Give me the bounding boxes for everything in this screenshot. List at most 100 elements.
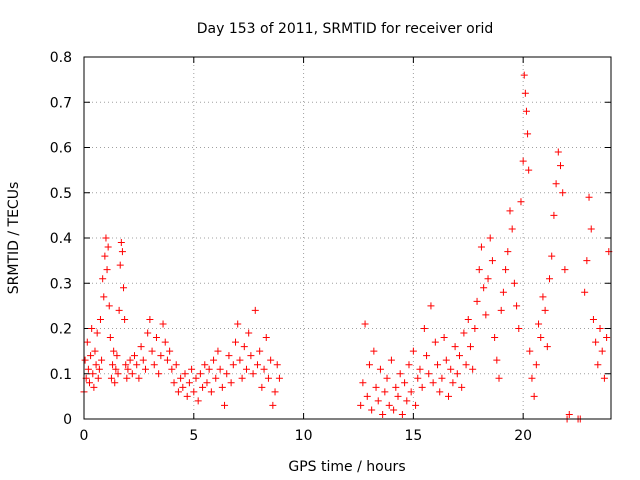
- data-point: [105, 302, 113, 310]
- data-point: [234, 320, 242, 328]
- y-tick-label: 0.3: [50, 276, 72, 292]
- data-point: [521, 89, 529, 97]
- data-point: [587, 225, 595, 233]
- data-point: [556, 162, 564, 170]
- data-point: [469, 365, 477, 373]
- data-point: [101, 252, 109, 260]
- data-point: [199, 383, 207, 391]
- data-point: [473, 297, 481, 305]
- data-point: [141, 365, 149, 373]
- data-point: [170, 379, 178, 387]
- data-point: [532, 361, 540, 369]
- data-point: [520, 71, 528, 79]
- data-point: [361, 320, 369, 328]
- data-point: [192, 374, 200, 382]
- data-point: [249, 370, 257, 378]
- data-point: [271, 388, 279, 396]
- data-point: [229, 361, 237, 369]
- data-point: [458, 383, 466, 391]
- data-point: [218, 383, 226, 391]
- data-point: [150, 361, 158, 369]
- data-point: [499, 288, 507, 296]
- data-point: [493, 356, 501, 364]
- data-point: [550, 211, 558, 219]
- data-point: [583, 257, 591, 265]
- data-point: [445, 392, 453, 400]
- data-point: [275, 374, 283, 382]
- data-point: [541, 306, 549, 314]
- chart-title: Day 153 of 2011, SRMTID for receiver ori…: [197, 21, 494, 37]
- data-point: [475, 266, 483, 274]
- y-tick-label: 0.5: [50, 186, 72, 202]
- data-point: [85, 379, 93, 387]
- data-point: [495, 374, 503, 382]
- data-point: [522, 107, 530, 115]
- data-point: [543, 343, 551, 351]
- data-point: [524, 130, 532, 138]
- data-point: [420, 325, 428, 332]
- data-point: [212, 374, 220, 382]
- data-point: [88, 325, 96, 332]
- data-point: [390, 406, 398, 414]
- data-point: [203, 379, 211, 387]
- y-tick-label: 0.7: [50, 95, 72, 111]
- data-point: [269, 401, 277, 409]
- data-point: [232, 338, 240, 346]
- x-tick-label: 0: [80, 428, 89, 444]
- data-point: [84, 365, 92, 373]
- data-point: [581, 288, 589, 296]
- data-point: [262, 334, 270, 342]
- y-tick-label: 0.8: [50, 50, 72, 66]
- data-point: [359, 379, 367, 387]
- data-point: [104, 243, 112, 251]
- data-point: [161, 338, 169, 346]
- data-point: [238, 374, 246, 382]
- data-point: [497, 306, 505, 314]
- data-point: [409, 347, 417, 355]
- data-point: [115, 306, 123, 314]
- data-point: [376, 365, 384, 373]
- data-point: [482, 311, 490, 319]
- data-point: [185, 379, 193, 387]
- data-point: [94, 374, 102, 382]
- data-point: [449, 379, 457, 387]
- data-point: [412, 401, 420, 409]
- data-point: [513, 302, 521, 310]
- y-tick-label: 0.1: [50, 367, 72, 383]
- data-point: [372, 383, 380, 391]
- data-point: [525, 166, 533, 174]
- data-point: [253, 361, 261, 369]
- data-point: [194, 397, 202, 405]
- data-point: [548, 252, 556, 260]
- data-point: [260, 365, 268, 373]
- data-point: [256, 347, 264, 355]
- data-point: [251, 306, 259, 314]
- data-point: [515, 325, 523, 332]
- data-point: [600, 374, 608, 382]
- data-point: [207, 388, 215, 396]
- data-point: [502, 266, 510, 274]
- data-point: [99, 275, 107, 283]
- data-point: [559, 189, 567, 197]
- data-point: [110, 347, 118, 355]
- data-point: [183, 392, 191, 400]
- data-point: [436, 388, 444, 396]
- data-point: [118, 248, 126, 256]
- data-point: [102, 234, 110, 242]
- data-point: [144, 329, 152, 337]
- data-point: [126, 356, 134, 364]
- y-tick-label: 0.4: [50, 231, 72, 247]
- data-point: [405, 361, 413, 369]
- data-point: [273, 361, 281, 369]
- data-point: [374, 397, 382, 405]
- data-point: [589, 315, 597, 323]
- data-point: [561, 266, 569, 274]
- data-point: [205, 365, 213, 373]
- data-point: [598, 347, 606, 355]
- data-point: [535, 320, 543, 328]
- data-point: [396, 370, 404, 378]
- data-point: [214, 347, 222, 355]
- x-tick-label: 20: [514, 428, 532, 444]
- data-point: [526, 347, 534, 355]
- data-point: [190, 388, 198, 396]
